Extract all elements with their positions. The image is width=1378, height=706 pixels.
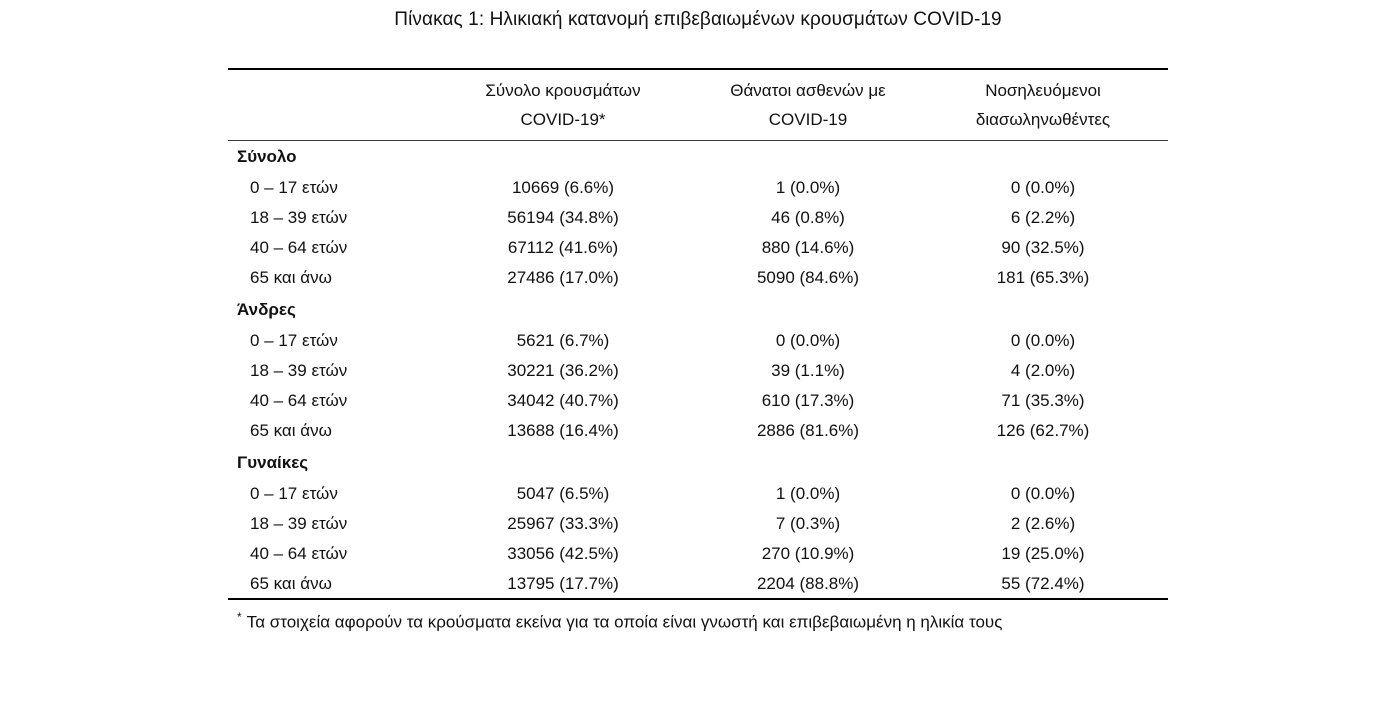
intubated-cell: 6 (2.2%) bbox=[1010, 208, 1076, 227]
table-row: 18 – 39 ετών 56194 (34.8%) 46 (0.8%) 6 (2.2… bbox=[228, 203, 1168, 233]
header-empty-cell bbox=[228, 69, 428, 140]
intubated-cell: 90 (32.5%) bbox=[1001, 238, 1085, 257]
data-table: Σύνολο κρουσμάτων COVID-19* Θάνατοι ασθε… bbox=[228, 68, 1168, 600]
footnote-text: Τα στοιχεία αφορούν τα κρούσματα εκείνα … bbox=[246, 612, 1003, 632]
intubated-cell: 71 (35.3%) bbox=[1001, 391, 1085, 410]
cases-cell: 34042 (40.7%) bbox=[507, 391, 619, 410]
header-deaths-line2: COVID-19 bbox=[768, 109, 848, 129]
header-intubated-line1: Νοσηλευόμενοι bbox=[985, 80, 1101, 100]
table-footnote: * Τα στοιχεία αφορούν τα κρούσματα εκείνα… bbox=[228, 605, 1168, 635]
intubated-cell: 181 (65.3%) bbox=[996, 268, 1090, 287]
deaths-cell: 0 (0.0%) bbox=[775, 331, 841, 350]
table-row: 0 – 17 ετών 10669 (6.6%) 1 (0.0%) 0 (0.0%) bbox=[228, 173, 1168, 203]
age-cell: 40 – 64 ετών bbox=[250, 391, 348, 410]
age-cell: 0 – 17 ετών bbox=[250, 178, 338, 197]
intubated-cell: 0 (0.0%) bbox=[1010, 484, 1076, 503]
table-row: 65 και άνω 13795 (17.7%) 2204 (88.8%) 55 (7… bbox=[228, 569, 1168, 599]
cases-cell: 25967 (33.3%) bbox=[507, 514, 619, 533]
table-title: Πίνακας 1: Ηλικιακή κατανομή επιβεβαιωμέ… bbox=[394, 9, 1002, 30]
cases-cell: 5621 (6.7%) bbox=[516, 331, 610, 350]
header-total-cases: Σύνολο κρουσμάτων COVID-19* bbox=[428, 69, 698, 140]
deaths-cell: 1 (0.0%) bbox=[775, 484, 841, 503]
deaths-cell: 610 (17.3%) bbox=[761, 391, 855, 410]
header-intubated-line2: διασωληνωθέντες bbox=[975, 109, 1111, 129]
deaths-cell: 1 (0.0%) bbox=[775, 178, 841, 197]
table-row: 65 και άνω 13688 (16.4%) 2886 (81.6%) 126 (… bbox=[228, 416, 1168, 446]
deaths-cell: 2204 (88.8%) bbox=[756, 573, 860, 593]
header-total-cases-line2: COVID-19* bbox=[520, 109, 606, 129]
cases-cell: 56194 (34.8%) bbox=[507, 208, 619, 227]
age-cell: 65 και άνω bbox=[250, 268, 332, 287]
deaths-cell: 7 (0.3%) bbox=[775, 514, 841, 533]
section-label: Σύνολο bbox=[237, 146, 297, 166]
deaths-cell: 5090 (84.6%) bbox=[756, 268, 860, 287]
cases-cell: 13795 (17.7%) bbox=[507, 573, 619, 593]
intubated-cell: 0 (0.0%) bbox=[1010, 331, 1076, 350]
section-row: Γυναίκες bbox=[228, 446, 1168, 479]
age-cell: 40 – 64 ετών bbox=[250, 544, 348, 563]
footnote-marker: * bbox=[237, 610, 242, 624]
section-label: Άνδρες bbox=[237, 299, 296, 319]
age-cell: 18 – 39 ετών bbox=[250, 361, 348, 380]
cases-cell: 33056 (42.5%) bbox=[507, 544, 619, 563]
header-total-cases-line1: Σύνολο κρουσμάτων bbox=[485, 80, 641, 100]
intubated-cell: 55 (72.4%) bbox=[1001, 573, 1085, 593]
intubated-cell: 19 (25.0%) bbox=[1001, 544, 1085, 563]
cases-cell: 30221 (36.2%) bbox=[507, 361, 619, 380]
table-row: 18 – 39 ετών 30221 (36.2%) 39 (1.1%) 4 (2.0… bbox=[228, 356, 1168, 386]
deaths-cell: 270 (10.9%) bbox=[761, 544, 855, 563]
table-row: 0 – 17 ετών 5047 (6.5%) 1 (0.0%) 0 (0.0%) bbox=[228, 479, 1168, 509]
cases-cell: 13688 (16.4%) bbox=[507, 421, 619, 440]
intubated-cell: 0 (0.0%) bbox=[1010, 178, 1076, 197]
table-row: 0 – 17 ετών 5621 (6.7%) 0 (0.0%) 0 (0.0%) bbox=[228, 326, 1168, 356]
section-row: Άνδρες bbox=[228, 293, 1168, 326]
header-row: Σύνολο κρουσμάτων COVID-19* Θάνατοι ασθε… bbox=[228, 69, 1168, 140]
deaths-cell: 2886 (81.6%) bbox=[756, 421, 860, 440]
cases-cell: 67112 (41.6%) bbox=[507, 238, 619, 257]
cases-cell: 10669 (6.6%) bbox=[511, 178, 615, 197]
section-label: Γυναίκες bbox=[237, 452, 309, 472]
header-deaths: Θάνατοι ασθενών με COVID-19 bbox=[698, 69, 918, 140]
intubated-cell: 4 (2.0%) bbox=[1010, 361, 1076, 380]
age-cell: 18 – 39 ετών bbox=[250, 208, 348, 227]
age-cell: 0 – 17 ετών bbox=[250, 331, 338, 350]
table-row: 40 – 64 ετών 34042 (40.7%) 610 (17.3%) 71 (… bbox=[228, 386, 1168, 416]
deaths-cell: 880 (14.6%) bbox=[761, 238, 855, 257]
header-deaths-line1: Θάνατοι ασθενών με bbox=[730, 80, 886, 100]
table-row: 40 – 64 ετών 33056 (42.5%) 270 (10.9%) 19 (… bbox=[228, 539, 1168, 569]
table-row: 40 – 64 ετών 67112 (41.6%) 880 (14.6%) 90 (… bbox=[228, 233, 1168, 263]
cases-cell: 27486 (17.0%) bbox=[507, 268, 619, 287]
age-cell: 65 και άνω bbox=[250, 421, 332, 440]
deaths-cell: 39 (1.1%) bbox=[771, 361, 845, 380]
cases-cell: 5047 (6.5%) bbox=[516, 484, 610, 503]
deaths-cell: 46 (0.8%) bbox=[771, 208, 845, 227]
table-row: 18 – 39 ετών 25967 (33.3%) 7 (0.3%) 2 (2.6%… bbox=[228, 509, 1168, 539]
age-cell: 40 – 64 ετών bbox=[250, 238, 348, 257]
age-cell: 0 – 17 ετών bbox=[250, 484, 338, 503]
age-cell: 65 και άνω bbox=[250, 573, 332, 593]
header-intubated: Νοσηλευόμενοι διασωληνωθέντες bbox=[918, 69, 1168, 140]
intubated-cell: 126 (62.7%) bbox=[996, 421, 1090, 440]
age-cell: 18 – 39 ετών bbox=[250, 514, 348, 533]
intubated-cell: 2 (2.6%) bbox=[1010, 514, 1076, 533]
covid-age-distribution-table: Πίνακας 1: Ηλικιακή κατανομή επιβεβαιωμέ… bbox=[228, 0, 1168, 635]
section-row: Σύνολο bbox=[228, 140, 1168, 173]
table-row: 65 και άνω 27486 (17.0%) 5090 (84.6%) 181 (… bbox=[228, 263, 1168, 293]
